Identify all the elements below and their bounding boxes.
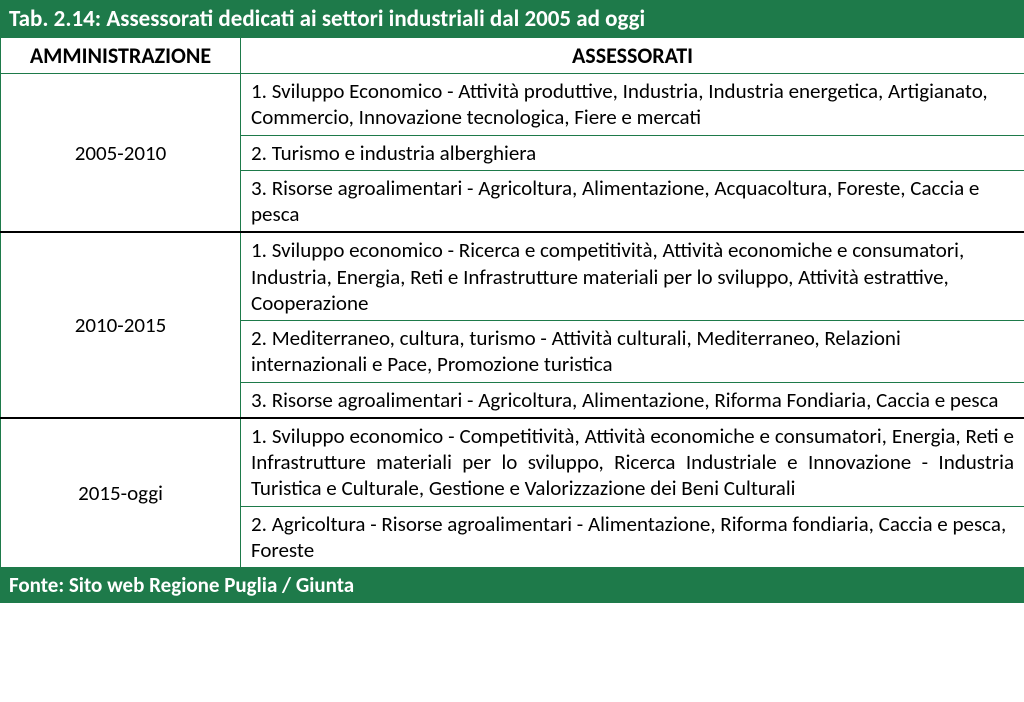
table-footer-source: Fonte: Sito web Regione Puglia / Giunta <box>1 568 1024 603</box>
assessorato-item: 2. Mediterraneo, cultura, turismo - Atti… <box>241 321 1024 383</box>
admin-period: 2010-2015 <box>1 232 241 418</box>
assessorato-item: 1. Sviluppo economico - Ricerca e compet… <box>241 232 1024 320</box>
admin-period: 2015-oggi <box>1 418 241 568</box>
assessorato-item: 3. Risorse agroalimentari - Agricoltura,… <box>241 170 1024 232</box>
assessorato-item: 3. Risorse agroalimentari - Agricoltura,… <box>241 382 1024 418</box>
assessorato-item: 2. Turismo e industria alberghiera <box>241 135 1024 170</box>
table-container: Tab. 2.14: Assessorati dedicati ai setto… <box>0 0 1024 603</box>
assessorato-item: 2. Agricoltura - Risorse agroalimentari … <box>241 506 1024 568</box>
assessorato-item: 1. Sviluppo Economico - Attività produtt… <box>241 74 1024 136</box>
column-header-admin: AMMINISTRAZIONE <box>1 38 241 74</box>
column-header-assessorati: ASSESSORATI <box>241 38 1024 74</box>
assessorato-item: 1. Sviluppo economico - Competitività, A… <box>241 418 1024 506</box>
assessorati-table: Tab. 2.14: Assessorati dedicati ai setto… <box>0 0 1024 603</box>
admin-period: 2005-2010 <box>1 74 241 233</box>
table-title: Tab. 2.14: Assessorati dedicati ai setto… <box>1 1 1024 38</box>
